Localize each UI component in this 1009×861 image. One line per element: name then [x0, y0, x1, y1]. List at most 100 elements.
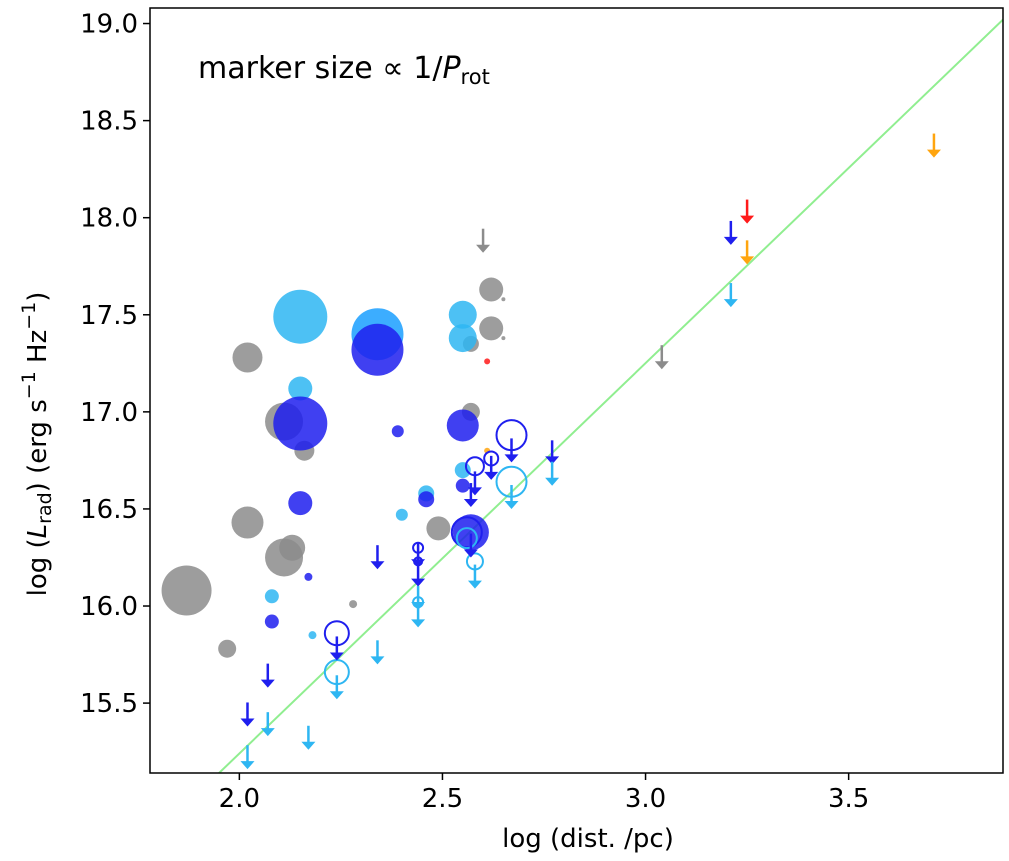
filled-point [308, 631, 317, 640]
upper-limit-arrow [329, 636, 344, 661]
upper-limit-arrow [411, 562, 426, 587]
filled-point [351, 323, 404, 376]
filled-point [484, 358, 491, 365]
filled-point [501, 336, 506, 341]
filled-point [455, 478, 470, 493]
upper-limit-head [260, 679, 275, 688]
upper-limit-head [329, 691, 344, 700]
upper-limit-head [240, 718, 255, 727]
x-tick-label: 3.0 [625, 784, 666, 814]
upper-limit-arrow [370, 545, 385, 570]
upper-limit-arrow [301, 725, 316, 750]
annotation-p: P [442, 51, 461, 86]
upper-limit-head [370, 561, 385, 570]
upper-limit-arrow [260, 712, 275, 737]
y-tick-label: 16.0 [80, 592, 138, 622]
filled-point [279, 534, 306, 561]
upper-limit-head [476, 244, 491, 253]
plot-area [161, 18, 1003, 773]
marker-size-annotation: marker size ∝ 1/Prot [198, 51, 490, 89]
filled-point [288, 376, 313, 401]
filled-point [161, 565, 212, 616]
filled-point [391, 425, 404, 438]
filled-point [273, 396, 328, 451]
upper-limit-arrow [654, 345, 669, 370]
y-tick-label: 16.5 [80, 495, 138, 525]
filled-point [231, 506, 264, 539]
y-tick-label: 15.5 [80, 689, 138, 719]
upper-limit-arrow [484, 455, 499, 480]
upper-limit-head [723, 236, 738, 245]
upper-limit-arrow [260, 663, 275, 688]
ylabel-l: L [23, 524, 53, 539]
filled-point [454, 462, 471, 479]
filled-point [264, 589, 279, 604]
upper-limit-arrow [329, 675, 344, 700]
filled-point [288, 491, 313, 516]
upper-limit-arrow [723, 220, 738, 245]
upper-limit-head [723, 299, 738, 308]
upper-limit-arrow [411, 603, 426, 628]
filled-point [479, 277, 504, 302]
upper-limit-arrow [370, 640, 385, 665]
ylabel-post: ) [23, 292, 53, 302]
chart-marks [161, 18, 1003, 773]
filled-point [418, 491, 435, 508]
filled-point [501, 297, 506, 302]
x-tick-label: 2.0 [219, 784, 260, 814]
filled-point [426, 516, 451, 541]
upper-limit-arrow [463, 533, 478, 558]
upper-limit-head [545, 477, 560, 486]
filled-point [395, 508, 408, 521]
upper-limit-head [926, 149, 941, 158]
fit-line [218, 18, 1003, 773]
open-point [455, 527, 478, 550]
plot-frame [149, 7, 1004, 774]
y-tick-label: 18.5 [80, 107, 138, 137]
upper-limit-head [411, 619, 426, 628]
upper-limit-head [504, 500, 519, 509]
x-tick-label: 3.5 [828, 784, 869, 814]
upper-limit-arrow [467, 471, 482, 496]
y-tick-label: 17.0 [80, 398, 138, 428]
ylabel-exp1: −1 [18, 371, 40, 399]
y-tick-label: 19.0 [80, 10, 138, 40]
upper-limit-head [484, 471, 499, 480]
upper-limit-head [463, 549, 478, 558]
upper-limit-head [301, 741, 316, 750]
upper-limit-arrow [545, 461, 560, 486]
upper-limit-head [329, 652, 344, 661]
upper-limit-arrow [504, 438, 519, 463]
upper-limit-head [463, 499, 478, 508]
upper-limit-arrow [545, 440, 560, 465]
filled-point [446, 409, 479, 442]
filled-point [349, 600, 358, 609]
filled-point [264, 614, 279, 629]
upper-limit-head [260, 728, 275, 737]
ylabel-pre: log ( [23, 538, 53, 596]
upper-limit-arrow [463, 483, 478, 508]
upper-limit-arrow [926, 133, 941, 158]
ylabel-exp2: −1 [18, 302, 40, 330]
upper-limit-head [411, 578, 426, 587]
filled-point [304, 572, 313, 581]
ylabel-sub: rad [34, 492, 56, 524]
upper-limit-arrow [467, 564, 482, 589]
upper-limit-arrow [240, 745, 255, 770]
filled-point [479, 316, 504, 341]
y-axis-label: log (Lrad) (erg s−1 Hz−1) [18, 292, 56, 597]
filled-point [448, 324, 477, 353]
ylabel-mid2: Hz [23, 330, 53, 371]
filled-point [448, 300, 477, 329]
upper-limit-head [370, 656, 385, 665]
upper-limit-arrow [740, 199, 755, 224]
upper-limit-arrow [476, 228, 491, 253]
annotation-sub: rot [461, 65, 490, 89]
upper-limit-head [467, 487, 482, 496]
upper-limit-head [654, 361, 669, 370]
upper-limit-head [740, 215, 755, 224]
annotation-prefix: marker size ∝ 1/ [198, 51, 443, 86]
upper-limit-arrow [740, 240, 755, 265]
y-tick-label: 18.0 [80, 204, 138, 234]
y-axis-label-group: log (Lrad) (erg s−1 Hz−1) [18, 292, 56, 597]
